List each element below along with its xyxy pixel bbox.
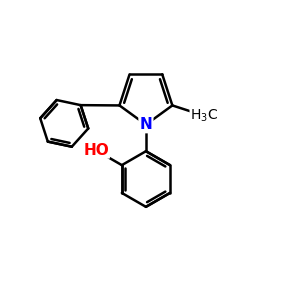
Text: $\mathregular{H_3C}$: $\mathregular{H_3C}$	[190, 108, 218, 124]
Text: N: N	[140, 117, 152, 132]
Text: HO: HO	[83, 143, 109, 158]
